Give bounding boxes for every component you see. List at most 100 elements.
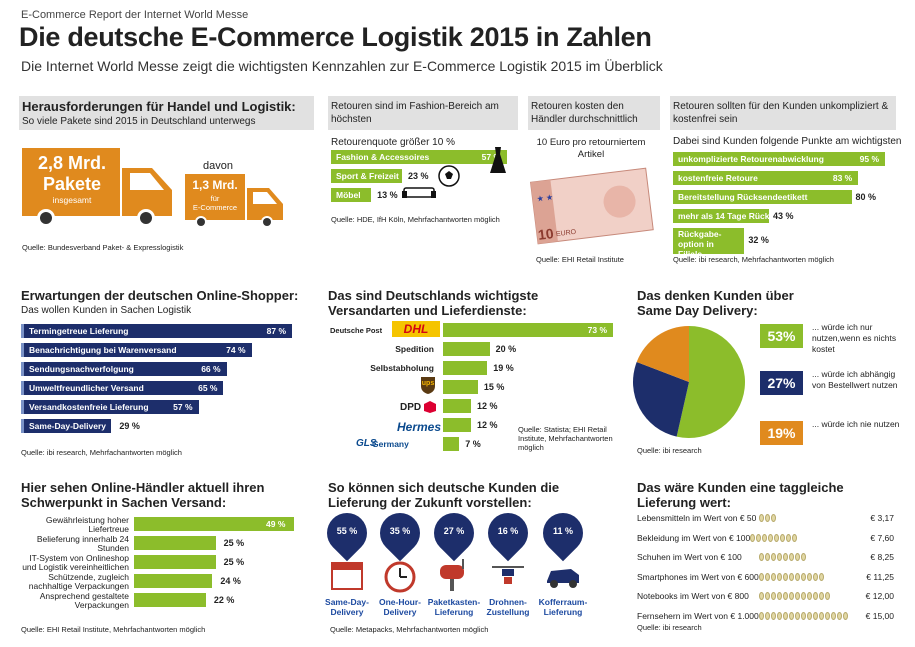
fashion-sub: Retourenquote größer 10 % bbox=[331, 137, 455, 148]
erwartungen-source: Quelle: ibi research, Mehrfachantworten … bbox=[21, 448, 182, 457]
wert-coin bbox=[759, 611, 764, 620]
fashion-bar-value: 13 % bbox=[377, 190, 398, 200]
wert-coin bbox=[777, 553, 782, 561]
schwerpunkt-bar bbox=[134, 574, 213, 588]
kosten-header bbox=[528, 96, 660, 130]
schwerpunkt-bar-value: 25 % bbox=[223, 557, 245, 567]
wert-coin bbox=[759, 553, 764, 561]
versand-source: Quelle: Statista; EHI Retail Institute, … bbox=[518, 425, 613, 452]
logo-dhl: DHL bbox=[392, 321, 440, 337]
schwerpunkt-label: Ansprechend gestaltete Verpackungen bbox=[39, 591, 129, 610]
sameday-source: Quelle: ibi research bbox=[637, 446, 702, 455]
erwartungen-bar: Benachrichtigung bei Warenversand 74 % bbox=[21, 343, 252, 357]
logo-dpd: DPD bbox=[400, 402, 422, 413]
erwartungen-bar: Umweltfreundlicher Versand 65 % bbox=[21, 381, 224, 395]
pakete-title: Herausforderungen für Handel und Logisti… bbox=[22, 99, 296, 114]
wert-coin bbox=[765, 592, 770, 600]
sameday-legend-label: ... würde ich abhängig von Bestellwert n… bbox=[812, 369, 898, 390]
wert-coin bbox=[771, 572, 776, 581]
versand-bar bbox=[443, 361, 488, 375]
logo-gls: GLS bbox=[356, 438, 377, 449]
wert-value: € 8,25 bbox=[870, 552, 894, 562]
versand-label-spedition: Spedition bbox=[395, 344, 434, 354]
wert-coin-row bbox=[759, 514, 776, 523]
wert-value: € 3,17 bbox=[870, 513, 894, 523]
fashion-bar-label: Möbel bbox=[336, 190, 361, 200]
wert-coin bbox=[783, 611, 788, 620]
versand-bar bbox=[443, 437, 460, 451]
report-subtitle: E-Commerce Report der Internet World Mes… bbox=[21, 9, 249, 21]
wert-value: € 15,00 bbox=[865, 610, 894, 621]
retouren-bar: Bereitstellung Rücksendeetikett bbox=[673, 190, 852, 204]
page-description: Die Internet World Messe zeigt die wicht… bbox=[21, 58, 663, 74]
wert-coin bbox=[801, 592, 806, 600]
versand-bar-value: 73 % bbox=[587, 325, 607, 335]
logo-deutsche-post: Deutsche Post bbox=[330, 326, 383, 335]
wert-coin bbox=[813, 611, 818, 620]
versand-title: Das sind Deutschlands wichtigste Versand… bbox=[328, 288, 539, 318]
wert-coin bbox=[786, 533, 791, 542]
schwerpunkt-bar-value: 49 % bbox=[266, 519, 286, 529]
fashion-bar: Fashion & Accessoires 57 % bbox=[331, 150, 507, 164]
retouren-bar-label: Rückgabe-option in Filiale bbox=[678, 229, 722, 259]
versand-bar-value: 12 % bbox=[476, 420, 498, 430]
schwerpunkt-bar bbox=[134, 517, 294, 531]
wert-coin bbox=[774, 533, 779, 542]
wert-title: Das wäre Kunden eine taggleiche Lieferun… bbox=[637, 480, 844, 510]
wert-coin bbox=[807, 572, 812, 581]
wert-coin bbox=[813, 572, 818, 581]
small-note-2: E-Commerce bbox=[192, 203, 238, 212]
big-value: 2,8 Mrd. bbox=[37, 153, 107, 173]
wert-coin bbox=[771, 611, 776, 620]
schwerpunkt-label: IT-System von Onlineshop und Logistik ve… bbox=[22, 553, 129, 572]
wert-coin bbox=[771, 553, 776, 561]
wert-coin bbox=[765, 553, 770, 561]
zukunft-percent: 27 % bbox=[443, 526, 465, 536]
erwartungen-bar: Termingetreue Lieferung 87 % bbox=[21, 324, 292, 338]
davon-label: davon bbox=[203, 160, 233, 172]
kosten-title: Retouren kosten den Händler durchschnitt… bbox=[531, 101, 638, 125]
wert-coin bbox=[777, 611, 782, 620]
fashion-bar-label: Fashion & Accessoires bbox=[336, 152, 430, 162]
erwartungen-title: Erwartungen der deutschen Online-Shopper… bbox=[21, 288, 299, 303]
retouren-bar-value: 95 % bbox=[859, 154, 879, 164]
wert-coin-row bbox=[759, 553, 806, 562]
wert-coin bbox=[819, 611, 824, 620]
wert-label: Smartphones im Wert von € 600 bbox=[637, 571, 759, 582]
wert-coin-row bbox=[759, 611, 848, 621]
wert-coin bbox=[759, 514, 764, 522]
erwartungen-bar-value: 65 % bbox=[198, 383, 218, 393]
small-value: 1,3 Mrd. bbox=[192, 178, 238, 192]
schwerpunkt-bar bbox=[134, 536, 216, 550]
wert-coin bbox=[759, 572, 764, 581]
wert-coin bbox=[756, 533, 761, 542]
kosten-value: 10 Euro pro retourniertem Artikel bbox=[536, 137, 646, 160]
sameday-title: Das denken Kunden über Same Day Delivery… bbox=[637, 288, 794, 318]
fashion-title: Retouren sind im Fashion-Bereich am höch… bbox=[331, 101, 499, 125]
erwartungen-bar-label: Termingetreue Lieferung bbox=[29, 326, 129, 336]
dress-icon bbox=[490, 147, 506, 173]
retouren-bar-value: 32 % bbox=[748, 235, 769, 245]
erwartungen-bar: Same-Day-Delivery bbox=[21, 419, 112, 433]
wert-coin bbox=[765, 514, 770, 522]
retouren-bar-value: 83 % bbox=[832, 173, 853, 183]
wert-label: Bekleidung im Wert von € 100 bbox=[637, 532, 751, 543]
wert-label: Lebensmitteln im Wert von € 50 bbox=[637, 513, 757, 523]
wert-coin bbox=[750, 533, 755, 542]
schwerpunkt-bar-value: 25 % bbox=[223, 538, 245, 548]
zukunft-title: So können sich deutsche Kunden die Liefe… bbox=[328, 480, 560, 510]
pakete-sub: So viele Pakete sind 2015 in Deutschland… bbox=[22, 116, 256, 127]
erwartungen-bar-value: 29 % bbox=[119, 421, 140, 431]
dpd-cube-icon bbox=[424, 401, 436, 413]
wert-label: Fernsehern im Wert von € 1.000 bbox=[637, 610, 759, 621]
schwerpunkt-label: Belieferung innerhalb 24 Stunden bbox=[36, 534, 129, 553]
retouren-bar-label: mehr als 14 Tage Rückgaberecht bbox=[678, 211, 811, 221]
schwerpunkt-label: Schützende, zugleich nachhaltige Verpack… bbox=[28, 572, 129, 591]
fashion-bar-label: Sport & Freizeit bbox=[336, 171, 399, 181]
erwartungen-bar: Sendungsnachverfolgung 66 % bbox=[21, 362, 227, 376]
euro-bill-icon: ★ ★ bbox=[529, 167, 654, 245]
wert-coin bbox=[813, 592, 818, 600]
wert-coin bbox=[795, 572, 800, 581]
wert-coin bbox=[777, 572, 782, 581]
zukunft-percent: 55 % bbox=[336, 526, 358, 536]
